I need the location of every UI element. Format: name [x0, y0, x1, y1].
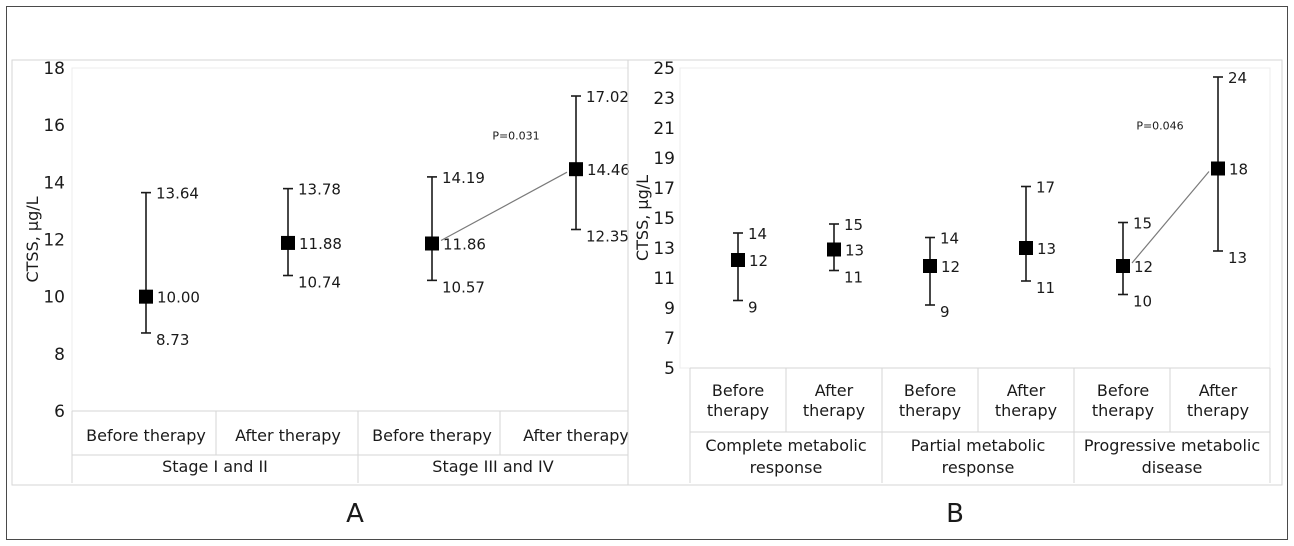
data-point-marker — [1116, 259, 1130, 273]
category-label: Before therapy — [1092, 381, 1154, 420]
y-tick-label: 16 — [43, 116, 65, 136]
high-value-label: 13.78 — [298, 181, 341, 199]
high-value-label: 24 — [1228, 69, 1247, 87]
y-tick-label: 5 — [664, 359, 675, 379]
high-value-label: 14 — [940, 230, 959, 248]
low-value-label: 11 — [844, 269, 863, 287]
value-label: 11.86 — [443, 236, 486, 254]
data-point-marker — [281, 235, 295, 250]
low-value-label: 10 — [1133, 293, 1152, 311]
y-tick-label: 21 — [653, 119, 675, 139]
panel-B-border — [627, 59, 1283, 486]
p-value-label: P=0.046 — [1136, 120, 1183, 133]
value-label: 13 — [1037, 240, 1056, 258]
y-tick-label: 23 — [653, 89, 675, 109]
value-label: 12 — [749, 252, 768, 270]
high-value-label: 14 — [748, 225, 767, 243]
low-value-label: 9 — [940, 303, 950, 321]
y-axis-label: CTSS, μg/L — [23, 196, 42, 282]
high-value-label: 15 — [844, 216, 863, 234]
high-value-label: 17.02 — [586, 88, 629, 106]
group-label: Progressive metabolic disease — [1084, 436, 1260, 477]
y-tick-label: 6 — [54, 402, 65, 422]
category-label: After therapy — [995, 381, 1057, 420]
value-label: 10.00 — [157, 289, 200, 307]
y-tick-label: 15 — [653, 209, 675, 229]
low-value-label: 8.73 — [156, 331, 189, 349]
y-tick-label: 7 — [664, 329, 675, 349]
group-label: Partial metabolic response — [911, 436, 1046, 477]
category-label: Before therapy — [707, 381, 769, 420]
category-label: After therapy — [523, 426, 629, 445]
data-point-marker — [569, 162, 583, 177]
panel-A-border — [11, 59, 629, 486]
plot-area — [71, 67, 629, 412]
y-tick-label: 18 — [43, 59, 65, 79]
data-point-marker — [425, 236, 439, 251]
high-value-label: 14.19 — [442, 169, 485, 187]
category-label: After therapy — [803, 381, 865, 420]
value-label: 12 — [1134, 258, 1153, 276]
significance-connector — [440, 171, 568, 242]
value-label: 13 — [845, 242, 864, 260]
data-point-marker — [731, 253, 745, 267]
group-label: Stage III and IV — [432, 457, 553, 476]
high-value-label: 15 — [1133, 215, 1152, 233]
y-axis-label: CTSS, μg/L — [633, 175, 652, 261]
y-tick-label: 14 — [43, 173, 65, 193]
p-value-label: P=0.031 — [492, 129, 539, 142]
data-point-marker — [139, 289, 153, 304]
value-label: 14.46 — [587, 161, 630, 179]
low-value-label: 9 — [748, 299, 758, 317]
category-label: Before therapy — [372, 426, 492, 445]
y-tick-label: 10 — [43, 288, 65, 308]
value-label: 12 — [941, 258, 960, 276]
panel-label: A — [346, 499, 364, 529]
low-value-label: 10.57 — [442, 278, 485, 296]
data-point-marker — [923, 259, 937, 273]
high-value-label: 17 — [1036, 179, 1055, 197]
y-tick-label: 8 — [54, 345, 65, 365]
y-tick-label: 12 — [43, 231, 65, 251]
y-tick-label: 13 — [653, 239, 675, 259]
y-tick-label: 9 — [664, 299, 675, 319]
value-label: 18 — [1229, 161, 1248, 179]
category-label: Before therapy — [899, 381, 961, 420]
category-label: After therapy — [1187, 381, 1249, 420]
plot-area — [679, 67, 1271, 369]
y-tick-label: 25 — [653, 59, 675, 79]
group-label: Complete metabolic response — [705, 436, 866, 477]
low-value-label: 13 — [1228, 249, 1247, 267]
significance-connector — [1131, 171, 1210, 264]
group-label: Stage I and II — [162, 457, 268, 476]
low-value-label: 12.35 — [586, 227, 629, 245]
low-value-label: 11 — [1036, 279, 1055, 297]
category-label: After therapy — [235, 426, 341, 445]
low-value-label: 10.74 — [298, 274, 341, 292]
y-tick-label: 19 — [653, 149, 675, 169]
panel-label: B — [946, 499, 964, 529]
data-point-marker — [1211, 161, 1225, 176]
y-tick-label: 17 — [653, 179, 675, 199]
category-label: Before therapy — [86, 426, 206, 445]
value-label: 11.88 — [299, 235, 342, 253]
high-value-label: 13.64 — [156, 185, 199, 203]
data-point-marker — [827, 242, 841, 257]
y-tick-label: 11 — [653, 269, 675, 289]
data-point-marker — [1019, 241, 1033, 255]
